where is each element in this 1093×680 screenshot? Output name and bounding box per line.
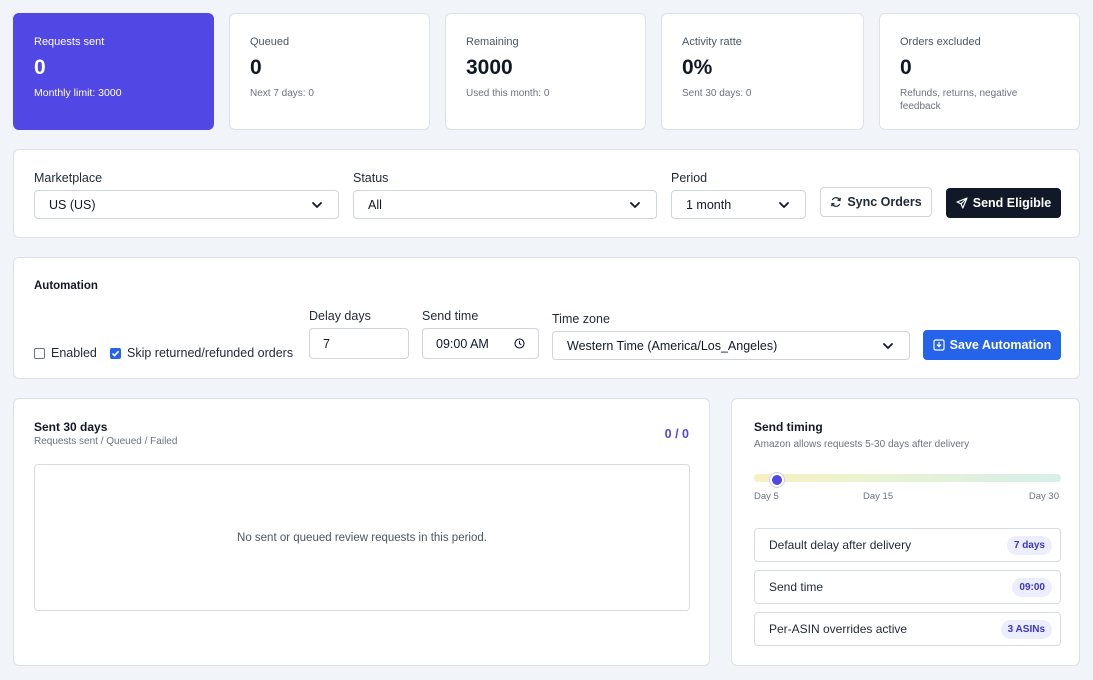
row-label: Send time — [769, 580, 824, 594]
checkbox-box[interactable] — [34, 347, 45, 359]
stat-card-activity-rate: Activity ratte 0% Sent 30 days: 0 — [661, 13, 864, 130]
refresh-icon — [831, 197, 842, 207]
marketplace-value: US (US) — [49, 197, 96, 212]
chevron-down-icon — [312, 201, 322, 208]
chevron-down-icon — [883, 342, 893, 349]
status-label: Status — [353, 171, 389, 185]
stat-sub: Used this month: 0 — [466, 88, 550, 99]
send-eligible-label: Send Eligible — [972, 196, 1052, 210]
stat-sub: Next 7 days: 0 — [250, 88, 314, 99]
clock-icon[interactable] — [514, 338, 525, 349]
status-select[interactable]: All — [353, 190, 657, 219]
skip-refunded-checkbox[interactable]: Skip returned/refunded orders — [110, 346, 293, 360]
checkmark-icon — [111, 350, 120, 357]
period-label: Period — [671, 171, 708, 185]
stat-card-queued: Queued 0 Next 7 days: 0 — [229, 13, 430, 130]
marketplace-label: Marketplace — [34, 171, 103, 185]
enabled-checkbox[interactable]: Enabled — [34, 346, 97, 360]
marketplace-select[interactable]: US (US) — [34, 190, 339, 219]
empty-state: No sent or queued review requests in thi… — [34, 464, 690, 611]
delay-days-value: 7 — [323, 336, 330, 351]
send-day-slider-track[interactable] — [754, 474, 1061, 482]
send-icon — [956, 197, 968, 209]
sent-ratio: 0 / 0 — [664, 427, 689, 441]
stat-label: Queued — [250, 36, 290, 48]
stat-label: Activity ratte — [682, 36, 742, 48]
stat-label: Orders excluded — [900, 36, 981, 48]
automation-title: Automation — [34, 280, 98, 292]
row-badge: 7 days — [1006, 535, 1052, 555]
empty-state-text: No sent or queued review requests in thi… — [237, 531, 487, 544]
chevron-down-icon — [779, 201, 789, 208]
send-time-label: Send time — [422, 309, 479, 323]
download-save-icon — [933, 339, 945, 351]
period-select[interactable]: 1 month — [671, 190, 806, 219]
stat-label: Remaining — [466, 36, 519, 48]
checkbox-box[interactable] — [110, 347, 121, 359]
time-zone-select[interactable]: Western Time (America/Los_Angeles) — [552, 331, 910, 360]
stat-value: 0 — [900, 56, 912, 79]
delay-days-label: Delay days — [309, 309, 371, 323]
timing-row-default-delay: Default delay after delivery 7 days — [754, 528, 1061, 562]
send-time-input[interactable]: 09:00 AM — [422, 328, 539, 359]
sent-title: Sent 30 days — [34, 420, 108, 434]
enabled-label: Enabled — [51, 346, 97, 360]
save-automation-button[interactable]: Save Automation — [923, 330, 1061, 360]
stat-value: 0 — [34, 56, 46, 79]
row-label: Default delay after delivery — [769, 538, 912, 552]
tick-start: Day 5 — [754, 491, 779, 502]
time-zone-label: Time zone — [552, 312, 610, 326]
time-zone-value: Western Time (America/Los_Angeles) — [567, 338, 778, 353]
row-badge: 3 ASINs — [1000, 619, 1052, 639]
stat-card-orders-excluded: Orders excluded 0 Refunds, returns, nega… — [879, 13, 1080, 130]
send-timing-card: Send timing Amazon allows requests 5-30 … — [731, 398, 1080, 666]
tick-end: Day 30 — [1028, 491, 1059, 502]
delay-days-input[interactable]: 7 — [309, 328, 409, 359]
stat-sub: Sent 30 days: 0 — [682, 88, 752, 99]
stat-value: 0% — [682, 56, 713, 79]
row-badge: 09:00 — [1012, 577, 1052, 597]
automation-card: Automation Enabled Skip returned/refunde… — [13, 257, 1080, 379]
send-eligible-button[interactable]: Send Eligible — [946, 188, 1061, 218]
sent-subtitle: Requests sent / Queued / Failed — [34, 436, 178, 447]
stat-value: 3000 — [466, 56, 513, 79]
stat-label: Requests sent — [34, 36, 105, 48]
chevron-down-icon — [630, 201, 640, 208]
skip-refunded-label: Skip returned/refunded orders — [127, 346, 294, 360]
sent-30-days-card: Sent 30 days Requests sent / Queued / Fa… — [13, 398, 710, 666]
stat-sub: Refunds, returns, negative feedback — [900, 88, 1018, 112]
filters-card: Marketplace US (US) Status All Period 1 … — [13, 149, 1080, 238]
sync-orders-button[interactable]: Sync Orders — [820, 187, 932, 217]
stat-card-requests-sent: Requests sent 0 Monthly limit: 3000 — [13, 13, 214, 130]
timing-title: Send timing — [754, 420, 823, 434]
send-day-slider-thumb[interactable] — [770, 473, 784, 487]
status-value: All — [368, 197, 382, 212]
stat-sub: Monthly limit: 3000 — [34, 87, 122, 99]
timing-subtitle: Amazon allows requests 5-30 days after d… — [754, 439, 970, 450]
save-automation-label: Save Automation — [949, 338, 1052, 352]
sync-orders-label: Sync Orders — [847, 195, 922, 209]
send-time-value: 09:00 AM — [436, 336, 489, 351]
stat-value: 0 — [250, 56, 262, 79]
timing-row-asin-overrides: Per-ASIN overrides active 3 ASINs — [754, 612, 1061, 646]
timing-row-send-time: Send time 09:00 — [754, 570, 1061, 604]
stat-card-remaining: Remaining 3000 Used this month: 0 — [445, 13, 646, 130]
row-label: Per-ASIN overrides active — [769, 622, 908, 636]
tick-mid: Day 15 — [863, 491, 894, 502]
period-value: 1 month — [686, 197, 732, 212]
